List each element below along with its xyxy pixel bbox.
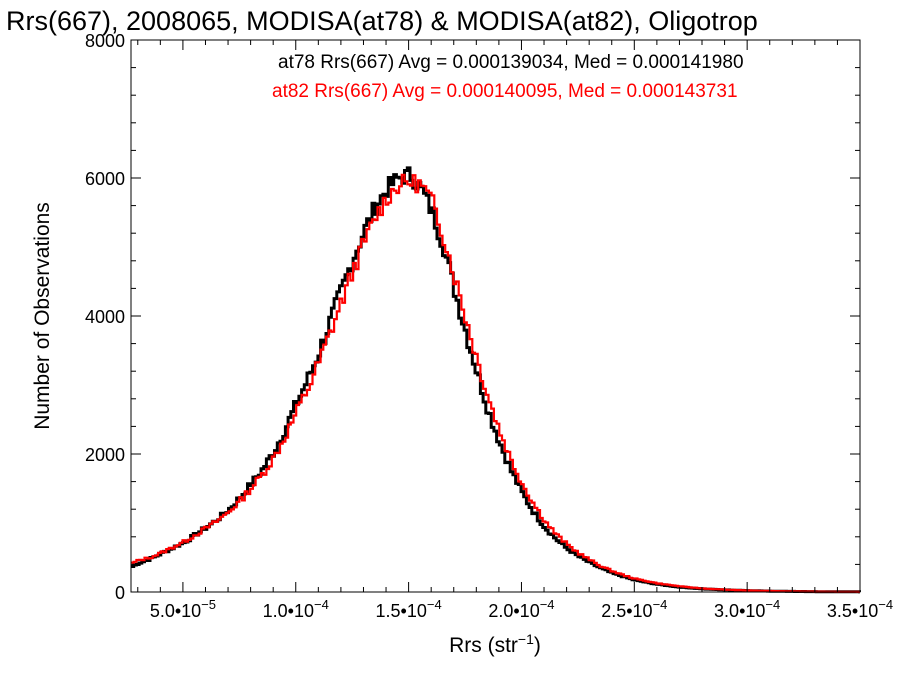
y-tick-label: 8000 [85, 31, 125, 51]
x-tick-label-exponent: −4 [653, 597, 668, 612]
x-tick-label-exponent: −4 [314, 597, 329, 612]
x-tick-label-exponent: −4 [765, 597, 780, 612]
x-tick-label-mantissa: 3.0•10 [714, 601, 765, 621]
x-tick-label-mantissa: 3.5•10 [827, 601, 878, 621]
x-tick-label: 3.0•10−4 [714, 597, 780, 621]
chart-title: Rrs(667), 2008065, MODISA(at78) & MODISA… [6, 6, 758, 36]
x-tick-label-mantissa: 1.0•10 [263, 601, 314, 621]
series-line-at82 [131, 173, 860, 593]
y-axis-label: Number of Observations [31, 202, 54, 430]
x-axis-label-main: Rrs (str [449, 634, 518, 657]
x-axis-label-close: ) [534, 634, 541, 657]
y-tick-label: 4000 [85, 307, 125, 327]
x-tick-label-exponent: −4 [427, 597, 442, 612]
x-tick-label: 3.5•10−4 [827, 597, 893, 621]
x-tick-label-exponent: −4 [540, 597, 555, 612]
x-tick-label: 2.0•10−4 [488, 597, 554, 621]
series-layer [131, 166, 861, 594]
series-line-at78 [131, 166, 861, 594]
x-tick-label-mantissa: 2.5•10 [601, 601, 652, 621]
x-axis-label-exponent: −1 [518, 631, 534, 647]
plot-frame [130, 39, 861, 593]
x-tick-label: 2.5•10−4 [601, 597, 667, 621]
x-tick-label: 5.0•10−5 [150, 597, 216, 621]
legend-annotation-at78: at78 Rrs(667) Avg = 0.000139034, Med = 0… [278, 52, 744, 73]
y-tick-label: 2000 [85, 445, 125, 465]
x-tick-label: 1.5•10−4 [376, 597, 442, 621]
x-tick-label: 1.0•10−4 [263, 597, 329, 621]
x-tick-label-exponent: −4 [878, 597, 893, 612]
y-tick-label: 6000 [85, 169, 125, 189]
y-tick-label: 0 [115, 583, 125, 603]
x-tick-label-exponent: −5 [201, 597, 216, 612]
legend-annotation-at82: at82 Rrs(667) Avg = 0.000140095, Med = 0… [272, 81, 738, 102]
x-tick-label-mantissa: 2.0•10 [488, 601, 539, 621]
x-tick-label-mantissa: 5.0•10 [150, 601, 201, 621]
x-axis-label: Rrs (str−1) [449, 631, 541, 657]
x-tick-label-mantissa: 1.5•10 [376, 601, 427, 621]
